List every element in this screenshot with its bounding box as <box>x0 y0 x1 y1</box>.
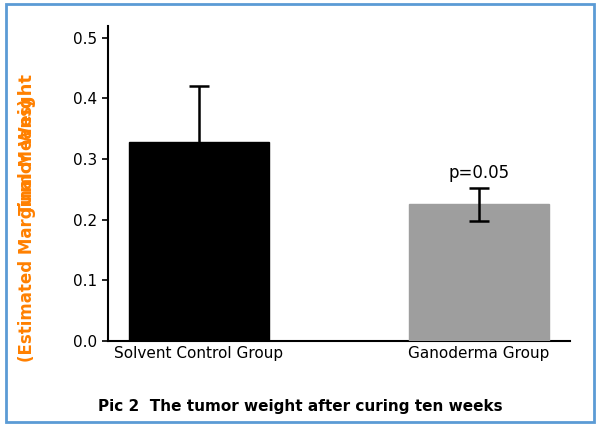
Text: Pic 2  The tumor weight after curing ten weeks: Pic 2 The tumor weight after curing ten … <box>98 399 502 414</box>
Text: Tumor Weight: Tumor Weight <box>18 75 36 215</box>
Bar <box>409 204 549 341</box>
Text: (Estimated Marginal Means): (Estimated Marginal Means) <box>18 98 36 362</box>
Text: p=0.05: p=0.05 <box>448 164 509 182</box>
Bar <box>129 142 269 341</box>
